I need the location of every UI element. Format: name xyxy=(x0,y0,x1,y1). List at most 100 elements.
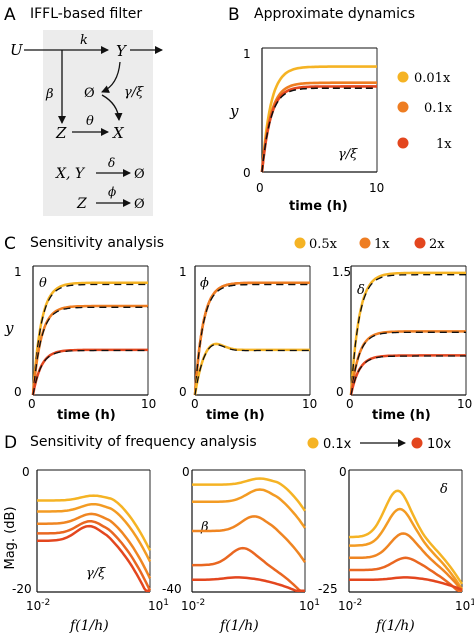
panel-a-title: IFFL-based filter xyxy=(30,6,142,22)
panel-b-letter: B xyxy=(228,5,240,25)
c0-dashed-1 xyxy=(32,306,148,396)
panel-d-letter: D xyxy=(4,433,17,453)
d0-xtick-0: 10-2 xyxy=(26,598,50,613)
panel-c-title: Sensitivity analysis xyxy=(30,235,164,251)
panel-a: A IFFL-based filter U k Y β Ø γ/ξ Z θ X … xyxy=(4,5,163,216)
c1-dashed-0 xyxy=(194,283,310,396)
d2-series-3 xyxy=(349,556,462,593)
reaction-2-right: Ø xyxy=(134,197,145,212)
c0-ytick-max: 1 xyxy=(14,265,22,279)
legend-d-marker-to xyxy=(411,437,423,449)
legend-c-marker-0 xyxy=(294,237,306,249)
legend-d-label-from: 0.1x xyxy=(323,437,352,452)
reaction-1-left: X, Y xyxy=(55,166,86,182)
c0-dashed-0 xyxy=(32,283,148,396)
legend-c-label-1: 1x xyxy=(374,237,390,252)
d0-param: γ/ξ xyxy=(86,566,106,581)
c0-xtick-max: 10 xyxy=(141,397,156,411)
node-y: Y xyxy=(116,42,128,60)
c1-dashed-2 xyxy=(194,343,310,396)
d1-ytick-max: 0 xyxy=(182,465,190,479)
c1-dashed-1 xyxy=(194,283,310,396)
d1-param: β xyxy=(200,520,209,535)
legend-c-marker-2 xyxy=(414,237,426,249)
d0-ytick-max: 0 xyxy=(22,465,30,479)
reaction-2-left: Z xyxy=(76,196,87,212)
panel-b-series-0 xyxy=(260,65,377,173)
node-empty-1: Ø xyxy=(84,86,95,101)
c0-ytick-min: 0 xyxy=(14,385,22,399)
d0-series-0 xyxy=(37,494,152,552)
panel-b-series-1 xyxy=(260,81,377,173)
c1-series-1 xyxy=(193,281,310,396)
d1-ytick-min: -40 xyxy=(162,582,182,596)
d0-series-3 xyxy=(37,519,152,592)
node-z: Z xyxy=(55,124,67,142)
legend-b-label-1: 0.1x xyxy=(424,101,453,116)
panel-a-background xyxy=(43,30,153,216)
legend-d-marker-from xyxy=(307,437,319,449)
edge-empty-x xyxy=(101,94,123,121)
node-x: X xyxy=(112,124,125,142)
legend-d-label-to: 10x xyxy=(427,437,452,452)
panel-d-ylabel: Mag. (dB) xyxy=(3,506,18,569)
d0-series-2 xyxy=(37,512,152,579)
d2-series-4 xyxy=(349,576,463,591)
d1-series-0 xyxy=(192,477,307,512)
c0-dashed-2 xyxy=(32,349,148,396)
c1-ytick-min: 0 xyxy=(179,385,187,399)
edge-label-beta: β xyxy=(45,87,54,102)
panel-d: D Sensitivity of frequency analysis 0.1x… xyxy=(3,433,474,634)
d2-ytick-min: -25 xyxy=(318,582,338,596)
panel-b-xlabel: time (h) xyxy=(289,199,348,214)
panel-b-ytick-max: 1 xyxy=(243,47,251,61)
c0-series-2 xyxy=(31,348,148,396)
panel-b-series-2 xyxy=(260,85,377,173)
legend-c-label-2: 2x xyxy=(429,237,445,252)
d0-series-1 xyxy=(37,502,152,563)
panel-b-ylabel: y xyxy=(229,102,239,120)
c2-series-1 xyxy=(349,330,466,396)
panel-d-xlabel-1: f(1/h) xyxy=(219,618,259,634)
d1-series-2 xyxy=(192,515,307,564)
panel-b-xtick-max: 10 xyxy=(369,181,384,195)
edge-y-empty xyxy=(101,61,121,93)
reaction-1-right: Ø xyxy=(134,167,145,182)
c1-xtick-max: 10 xyxy=(302,397,317,411)
panel-b-title: Approximate dynamics xyxy=(254,6,415,22)
edge-label-k: k xyxy=(80,33,88,48)
panel-c-letter: C xyxy=(4,234,16,254)
d0-xtick-1: 101 xyxy=(148,598,169,613)
panel-d-xlabel-0: f(1/h) xyxy=(69,618,109,634)
d1-series-3 xyxy=(191,546,305,593)
node-u: U xyxy=(10,41,24,59)
panel-c-xlabel-2: time (h) xyxy=(372,408,431,423)
legend-b-marker-1 xyxy=(397,101,409,113)
c1-series-2 xyxy=(193,342,310,396)
panel-d-title: Sensitivity of frequency analysis xyxy=(30,434,257,450)
d2-xtick-1: 101 xyxy=(455,598,474,613)
c2-ytick-max: 1.5 xyxy=(332,265,351,279)
c0-xtick-min: 0 xyxy=(28,397,36,411)
c1-series-0 xyxy=(193,281,310,396)
d1-series-4 xyxy=(192,576,305,593)
panel-c-xlabel-0: time (h) xyxy=(57,408,116,423)
panel-d-xticks: 10-2 101 10-2 101 10-2 101 xyxy=(26,598,474,613)
d1-xtick-0: 10-2 xyxy=(181,598,205,613)
c2-series-0 xyxy=(349,271,466,396)
panel-c-ylabel: y xyxy=(4,319,14,337)
d2-xtick-0: 10-2 xyxy=(338,598,362,613)
reaction-1-delta: δ xyxy=(108,156,115,170)
d1-series-1 xyxy=(192,488,307,529)
panel-b-annotation: γ/ξ xyxy=(338,147,358,162)
panel-a-letter: A xyxy=(4,5,16,25)
panel-c-xlabel-1: time (h) xyxy=(206,408,265,423)
c1-ytick-max: 1 xyxy=(179,265,187,279)
legend-b-label-0: 0.01x xyxy=(414,71,451,86)
d2-series-0 xyxy=(348,489,464,585)
d2-series-2 xyxy=(349,532,463,592)
c2-xtick-min: 0 xyxy=(346,397,354,411)
c1-param: ϕ xyxy=(200,276,209,291)
c1-xtick-min: 0 xyxy=(191,397,199,411)
legend-c-marker-1 xyxy=(359,237,371,249)
